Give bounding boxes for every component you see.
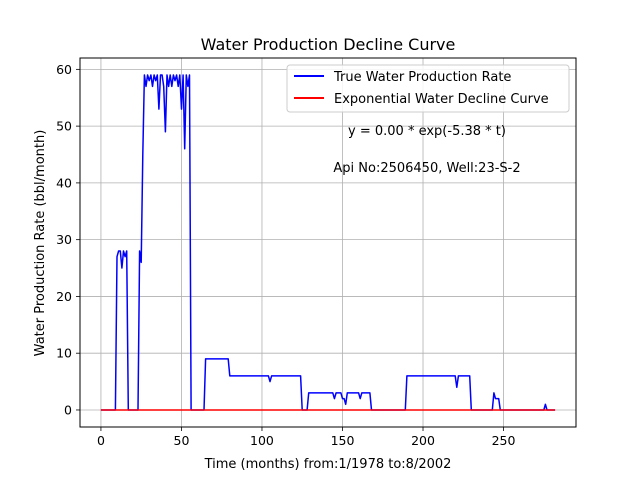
x-tick-label: 50: [174, 433, 190, 448]
x-tick-label: 150: [331, 433, 355, 448]
y-tick-label: 0: [64, 402, 72, 417]
y-tick-label: 40: [56, 175, 72, 190]
axis-ticks: 0 50 100 150 200 250 0 10 20 30 40 50 60: [56, 62, 515, 448]
legend-box: [286, 64, 570, 113]
series-lines: [100, 74, 556, 411]
y-tick-label: 20: [56, 289, 72, 304]
y-tick-label: 30: [56, 232, 72, 247]
x-tick-label: 200: [411, 433, 435, 448]
x-tick-label: 250: [492, 433, 516, 448]
well-annotation: Api No:2506450, Well:23-S-2: [333, 161, 520, 176]
true-water-production-line: [100, 74, 556, 411]
legend-label-true-rate: True Water Production Rate: [333, 70, 511, 85]
plot-frame: [79, 57, 577, 428]
y-tick-label: 10: [56, 346, 72, 361]
legend-label-exponential-curve: Exponential Water Decline Curve: [334, 92, 549, 107]
equation-annotation: y = 0.00 * exp(-5.38 * t): [348, 124, 506, 139]
x-tick-label: 0: [97, 433, 105, 448]
grid: [80, 58, 576, 427]
legend: True Water Production Rate Exponential W…: [286, 64, 570, 113]
x-tick-label: 100: [250, 433, 274, 448]
y-tick-label: 50: [56, 119, 72, 134]
y-axis-title: Water Production Rate (bbl/month): [33, 130, 48, 357]
y-tick-label: 60: [56, 62, 72, 77]
x-axis-title: Time (months) from:1/1978 to:8/2002: [204, 457, 452, 472]
chart-title: Water Production Decline Curve: [201, 35, 456, 54]
